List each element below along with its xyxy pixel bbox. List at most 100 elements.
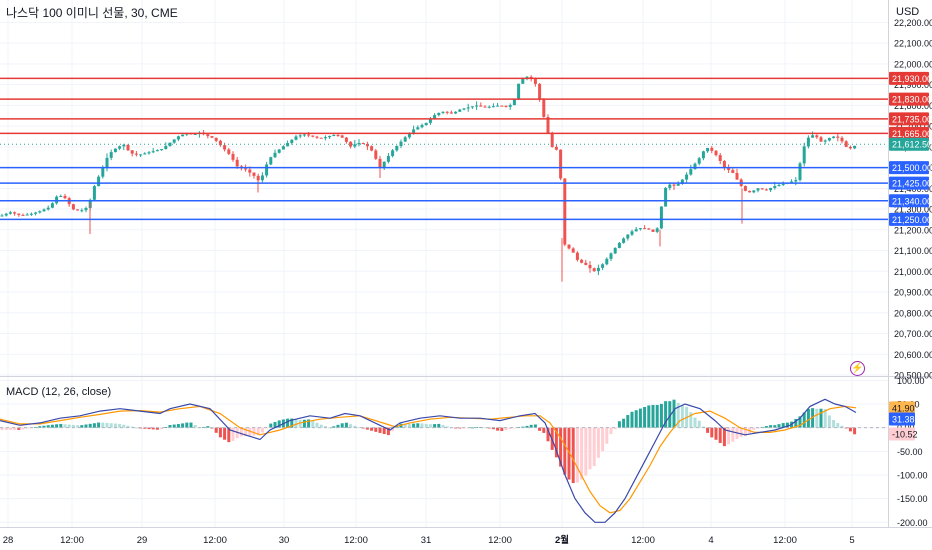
histogram-bar [496, 427, 500, 431]
histogram-bar [676, 402, 680, 428]
time-tick-label: 12:00 [344, 535, 368, 546]
histogram-bar [420, 423, 424, 428]
candle-body [584, 262, 588, 265]
candle-body [412, 129, 416, 133]
candle [420, 123, 424, 129]
histogram-bar [794, 418, 798, 428]
candle-body [277, 149, 281, 153]
histogram-bar [17, 427, 21, 430]
histogram-bar [827, 415, 831, 428]
candle-body [181, 134, 185, 137]
candle-body [630, 231, 634, 235]
time-tick-label: 28 [3, 535, 14, 546]
candle-body [63, 195, 67, 199]
candle-body [575, 252, 579, 260]
candle [71, 203, 75, 211]
candle-body [680, 179, 684, 184]
histogram-bar [596, 427, 600, 458]
histogram-bar [504, 427, 508, 431]
time-tick-label: 30 [279, 535, 290, 546]
candle-body [273, 152, 277, 158]
candle [113, 148, 117, 153]
candle [634, 226, 638, 232]
candle [542, 98, 546, 118]
candle-body [332, 134, 336, 137]
candle [349, 141, 353, 149]
candle-body [4, 213, 8, 216]
candle-body [143, 153, 147, 155]
resistance-level-badge-text: 21,665.00 [892, 129, 932, 139]
candle [563, 178, 567, 247]
resistance-level-badge: 21,735.00 [889, 112, 932, 126]
candle-body [735, 172, 739, 180]
support-level-badge-text: 21,425.00 [892, 179, 932, 189]
candle-body [819, 137, 823, 142]
candle-body [290, 139, 294, 143]
histogram-bar [122, 424, 126, 428]
histogram-bar [416, 423, 420, 428]
histogram-bar [155, 427, 159, 430]
candle-body [298, 135, 302, 137]
histogram-bar [168, 425, 172, 428]
candle [403, 135, 407, 142]
candle-body [664, 187, 668, 207]
currency-label: USD [896, 6, 920, 18]
candle [197, 131, 201, 138]
candle [693, 162, 697, 170]
candle-body [466, 107, 470, 109]
candle [802, 142, 806, 167]
candle-body [84, 208, 88, 211]
candle-body [353, 144, 357, 147]
histogram-bar [311, 420, 315, 428]
price-tick-label: 21,300.00 [894, 205, 932, 215]
candle [685, 172, 689, 183]
histogram-bar [8, 427, 12, 430]
macd-title[interactable]: MACD (12, 26, close) [6, 386, 112, 398]
candle [836, 133, 840, 142]
candle [416, 125, 420, 130]
histogram-bar [231, 427, 235, 441]
candle-body [407, 132, 411, 138]
last-price-badge-bg [889, 137, 929, 151]
histogram-bar [88, 423, 92, 428]
support-level-badge-bg [889, 194, 929, 208]
resistance-level-badge-text: 21,930.00 [892, 74, 932, 84]
candle-body [336, 134, 340, 136]
time-tick-label: 12:00 [631, 535, 655, 546]
histogram-bar [34, 426, 38, 428]
candle-body [386, 155, 390, 162]
candle-body [601, 264, 605, 268]
histogram-bar [823, 409, 827, 428]
candle [273, 149, 277, 158]
histogram-bar [181, 423, 185, 428]
candle-body [802, 146, 806, 164]
candle-body [46, 207, 50, 210]
candle [59, 194, 63, 198]
candle [29, 212, 33, 216]
histogram-bar [739, 427, 743, 437]
price-tick-label: 22,100.00 [894, 39, 932, 49]
candle-body [643, 228, 647, 230]
candle-body [433, 115, 437, 120]
price-tick-label: 21,000.00 [894, 267, 932, 277]
histogram-bar [680, 404, 684, 428]
candle-body [781, 183, 785, 185]
chart-title: 나스닥 100 이미니 선물, 30, CME [6, 6, 178, 20]
time-tick-label: 5 [849, 535, 854, 546]
candle [743, 185, 747, 192]
candle-body [244, 168, 248, 170]
histogram-bar [332, 426, 336, 428]
histogram-bar [617, 421, 621, 428]
candle [336, 133, 340, 137]
lightning-bolt-icon[interactable]: ⚡ [850, 361, 865, 376]
candle-body [155, 150, 159, 152]
candle-body [685, 174, 689, 180]
candle [479, 102, 483, 107]
candle-body [634, 229, 638, 232]
histogram-bar [105, 422, 109, 428]
candle-body [382, 161, 386, 168]
candle [601, 263, 605, 271]
histogram-bar [13, 427, 17, 430]
candle-body [479, 105, 483, 107]
candle [323, 135, 327, 141]
